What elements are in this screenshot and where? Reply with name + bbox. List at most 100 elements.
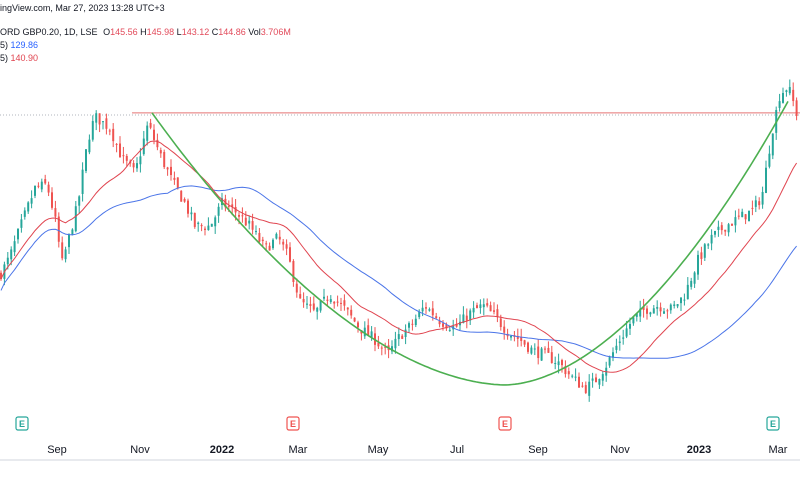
candle: [462, 306, 465, 324]
time-axis[interactable]: Sep Nov 2022 Mar May Jul Sep Nov 2023 Mar: [47, 444, 788, 456]
candle: [231, 197, 234, 216]
candle: [448, 326, 451, 332]
candle: [459, 314, 461, 331]
candle: [690, 277, 693, 290]
candle: [329, 295, 332, 304]
candle: [663, 307, 665, 315]
candle: [785, 89, 788, 97]
candle: [275, 232, 278, 240]
candle: [268, 242, 271, 251]
x-tick-label: May: [368, 444, 389, 456]
earnings-event-label: E: [19, 419, 25, 429]
candle: [17, 227, 19, 244]
candle: [333, 301, 336, 309]
candle: [601, 371, 604, 387]
candle: [574, 368, 577, 382]
candle: [207, 217, 210, 231]
candle: [85, 149, 87, 174]
candle: [591, 372, 594, 388]
candle: [200, 223, 203, 232]
candle: [510, 335, 512, 341]
candle: [788, 79, 791, 96]
candle: [632, 317, 635, 326]
candle: [299, 286, 302, 299]
candle: [68, 233, 70, 254]
candle: [693, 271, 696, 288]
candle: [13, 235, 16, 257]
candle: [187, 198, 189, 218]
candle: [258, 228, 261, 244]
candle: [751, 200, 754, 216]
candle: [163, 149, 166, 170]
candle: [608, 355, 611, 368]
candle: [469, 308, 472, 325]
earnings-event-icon[interactable]: E: [766, 416, 780, 431]
candle: [401, 334, 404, 340]
candle: [564, 360, 567, 378]
candle: [34, 185, 36, 199]
ma-slow-value: 129.86: [10, 40, 39, 50]
close-label: C: [211, 27, 219, 37]
candle: [771, 133, 774, 160]
candle: [40, 178, 43, 193]
candle: [57, 212, 60, 248]
candle: [758, 197, 761, 210]
candle: [363, 321, 366, 339]
candle: [176, 177, 179, 190]
candle: [479, 299, 482, 314]
candle: [210, 223, 213, 227]
candle: [425, 302, 427, 314]
candle: [455, 318, 458, 328]
candle: [47, 181, 50, 197]
symbol-text: ORD GBP0.20, 1D, LSE: [0, 27, 98, 37]
candle: [146, 121, 149, 146]
candle: [343, 294, 346, 311]
x-tick-label: Sep: [47, 444, 67, 456]
candle: [472, 301, 475, 319]
candle: [357, 320, 359, 333]
candle: [680, 297, 682, 311]
candle: [119, 136, 121, 158]
earnings-event-icon[interactable]: E: [15, 416, 29, 431]
candle: [642, 298, 645, 318]
candle: [612, 347, 614, 362]
candle: [132, 160, 135, 173]
x-tick-label: Mar: [769, 444, 788, 456]
open-value: 145.56: [110, 27, 138, 37]
candle: [768, 145, 771, 169]
candle: [493, 302, 495, 315]
earnings-event-label: E: [290, 419, 296, 429]
earnings-event-icon[interactable]: E: [286, 416, 300, 431]
candle: [190, 206, 193, 221]
candle: [384, 342, 387, 355]
candle: [319, 300, 322, 313]
candle: [139, 148, 142, 173]
candle: [595, 373, 597, 383]
candle: [51, 187, 53, 210]
candle: [44, 174, 47, 185]
candle: [394, 331, 397, 354]
candle: [217, 203, 220, 223]
candle: [714, 230, 716, 238]
candle: [782, 87, 784, 104]
candle: [323, 288, 325, 301]
candle: [527, 341, 529, 354]
earnings-event-icon[interactable]: E: [498, 416, 512, 431]
candle: [683, 293, 686, 306]
candle: [180, 190, 183, 202]
candle: [261, 236, 264, 247]
candle: [795, 97, 798, 121]
candle: [302, 292, 305, 308]
candle: [108, 128, 111, 136]
candle: [88, 134, 91, 155]
x-tick-label: Jul: [450, 444, 464, 456]
candle: [112, 123, 115, 148]
candle: [744, 213, 747, 225]
ma-fast-legend: 5) 140.90: [0, 53, 38, 63]
candle: [292, 259, 295, 287]
candle: [754, 195, 757, 213]
candle: [710, 229, 713, 251]
candle: [350, 305, 353, 319]
candle: [115, 143, 118, 153]
